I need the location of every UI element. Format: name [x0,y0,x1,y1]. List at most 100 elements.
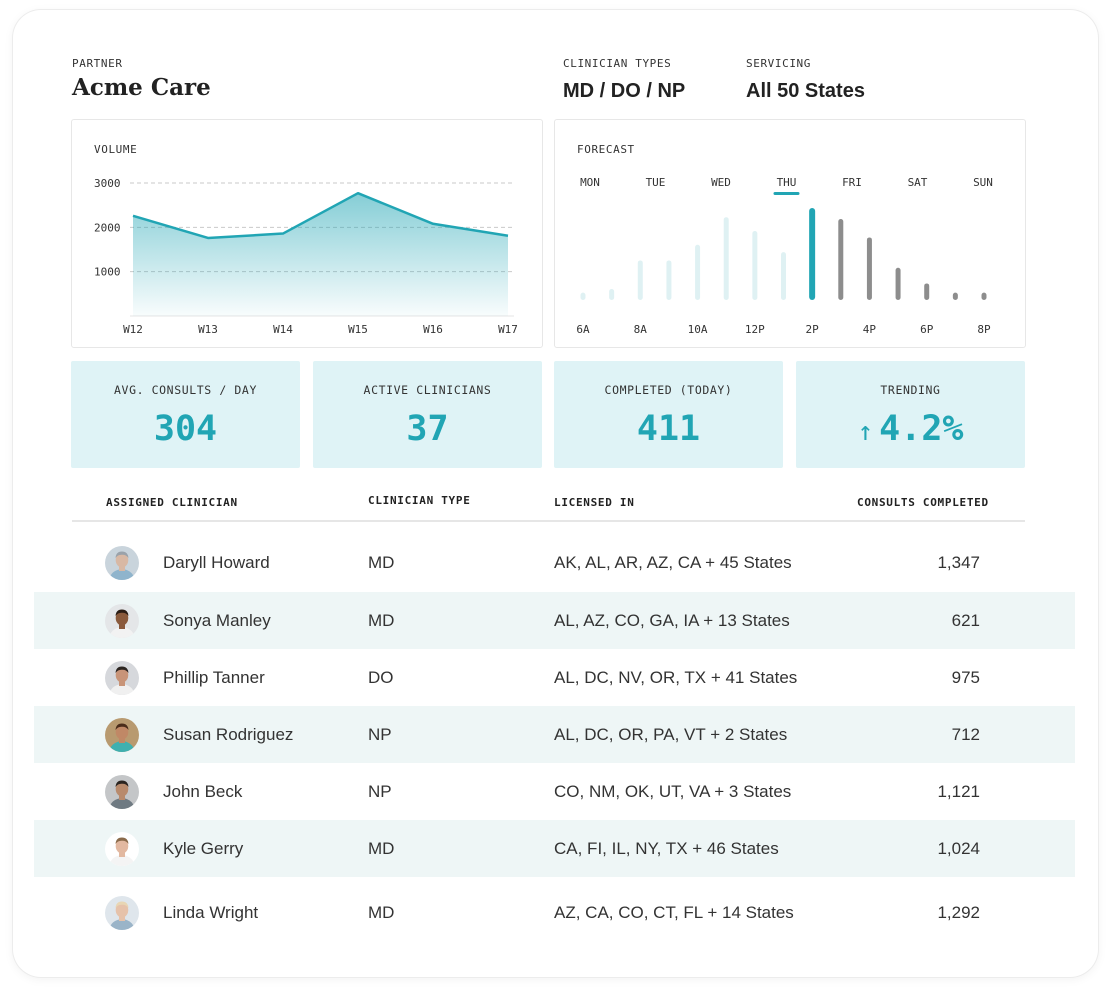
forecast-panel: FORECAST MON TUE WED THU FRI SAT SUN 6A 8A 10A 12P… [554,119,1026,348]
avatar [105,660,139,695]
clinician-name: Susan Rodriguez [163,724,294,744]
kpi-value-wrap: ↑ 4.2% [796,409,1025,449]
volume-label: VOLUME [94,143,138,156]
kpi-label: AVG. CONSULTS / DAY [114,383,257,397]
day-tab-sat[interactable]: SAT [908,176,928,189]
clinician-type: MD [368,838,395,858]
kpi-avg-consults: AVG. CONSULTS / DAY 304 [71,361,300,468]
y-tick-label: 3000 [94,177,121,190]
clinician-name: Daryll Howard [163,552,270,572]
volume-panel: VOLUME 1000 2000 3000 W12 W13 W14 W15 W16 W17 [71,119,543,348]
hour-tick-label: 2P [806,323,820,336]
servicing-label: SERVICING [746,57,812,70]
volume-chart: 1000 2000 3000 W12 W13 W14 W15 W16 W17 [94,177,518,336]
licensed-states: AL, DC, OR, PA, VT + 2 States [554,724,788,744]
table-row[interactable]: Kyle Gerry MD CA, FI, IL, NY, TX + 46 Stat… [34,820,1075,877]
forecast-bar [895,267,901,300]
volume-line [132,191,509,240]
licensed-states: AZ, CA, CO, CT, FL + 14 States [554,902,794,922]
forecast-bar [666,260,672,300]
avatar [105,895,139,930]
hour-tick-label: 4P [863,323,877,336]
clinician-types-label: CLINICIAN TYPES [563,57,672,70]
clinician-types-value: MD / DO / NP [563,80,686,102]
forecast-bar [781,252,786,300]
x-tick-label: W15 [348,323,368,336]
clinician-type: NP [368,724,392,744]
forecast-label: FORECAST [577,143,635,156]
table-header-divider [72,520,1025,522]
clinician-name: Kyle Gerry [163,838,244,858]
clinician-type: NP [368,781,392,801]
partner-name: Acme Care [72,74,211,101]
col-header-clinician[interactable]: ASSIGNED CLINICIAN [106,496,238,509]
day-tab-wed[interactable]: WED [711,176,731,189]
avatar [105,774,139,809]
col-header-licensed[interactable]: LICENSED IN [554,496,635,509]
forecast-bar [924,283,930,300]
y-tick-label: 2000 [94,221,121,234]
day-tab-mon[interactable]: MON [580,176,600,189]
table-row[interactable]: Sonya Manley MD AL, AZ, CO, GA, IA + 13 St… [34,592,1075,649]
forecast-bar [580,292,586,300]
hour-tick-label: 12P [745,323,765,336]
forecast-bar [809,208,816,300]
hour-tick-label: 8P [977,323,991,336]
table-row[interactable]: John Beck NP CO, NM, OK, UT, VA + 3 States… [34,763,1075,820]
kpi-value: 304 [153,409,218,449]
day-tab-sun[interactable]: SUN [973,176,993,189]
licensed-states: CA, FI, IL, NY, TX + 46 States [554,838,779,858]
forecast-bar [723,217,729,300]
x-tick-label: W12 [123,323,143,336]
clinician-type: MD [368,610,395,630]
arrow-up-icon: ↑ [857,417,874,447]
forecast-bar [609,288,615,300]
forecast-bar [637,260,643,300]
kpi-trending: TRENDING ↑ 4.2% [796,361,1025,468]
consults-completed: 621 [951,610,980,630]
partner-label: PARTNER [72,57,123,70]
forecast-bar [752,231,758,300]
volume-area [133,193,508,316]
day-tab-tue[interactable]: TUE [646,176,666,189]
table-row[interactable]: Phillip Tanner DO AL, DC, NV, OR, TX + 41 … [34,649,1075,706]
avatar [105,831,139,866]
clinician-type: DO [368,667,394,687]
kpi-completed-today: COMPLETED (TODAY) 411 [554,361,783,468]
x-tick-label: W13 [198,323,218,336]
avatar [105,545,139,580]
consults-completed: 1,292 [937,902,980,922]
licensed-states: AL, DC, NV, OR, TX + 41 States [554,667,798,687]
y-tick-label: 1000 [94,266,121,279]
day-tab-thu[interactable]: THU [777,176,797,189]
licensed-states: AL, AZ, CO, GA, IA + 13 States [554,610,790,630]
clinician-name: Phillip Tanner [163,667,265,687]
consults-completed: 1,024 [937,838,980,858]
consults-completed: 1,347 [937,552,980,572]
hour-tick-label: 6P [920,323,934,336]
forecast-bar [952,292,958,300]
consults-completed: 975 [951,667,980,687]
dashboard-card: PARTNER Acme Care CLINICIAN TYPES MD / D… [13,10,1098,977]
col-header-type[interactable]: CLINICIAN TYPE [368,494,471,507]
table-row[interactable]: Susan Rodriguez NP AL, DC, OR, PA, VT + 2 … [34,706,1075,763]
clinician-name: Linda Wright [163,902,259,922]
kpi-value: 37 [406,409,449,449]
day-tab-fri[interactable]: FRI [842,176,862,189]
x-tick-label: W16 [423,323,443,336]
forecast-bar [866,237,872,300]
forecast-bar [981,292,987,300]
kpi-active-clinicians: ACTIVE CLINICIANS 37 [313,361,542,468]
consults-completed: 712 [951,724,980,744]
clinician-type: MD [368,552,395,572]
hour-tick-label: 6A [576,323,590,336]
kpi-label: COMPLETED (TODAY) [604,383,733,397]
table-row[interactable]: Linda Wright MD AZ, CA, CO, CT, FL + 14 St… [34,884,1075,941]
kpi-label: TRENDING [880,383,941,397]
consults-completed: 1,121 [937,781,980,801]
forecast-chart: MON TUE WED THU FRI SAT SUN 6A 8A 10A 12P 2P 4P 6P 8P [576,176,993,336]
forecast-bar [695,244,701,300]
col-header-consults[interactable]: CONSULTS COMPLETED [857,496,989,509]
avatar [105,717,139,752]
table-row[interactable]: Daryll Howard MD AK, AL, AR, AZ, CA + 45 S… [34,534,1075,591]
